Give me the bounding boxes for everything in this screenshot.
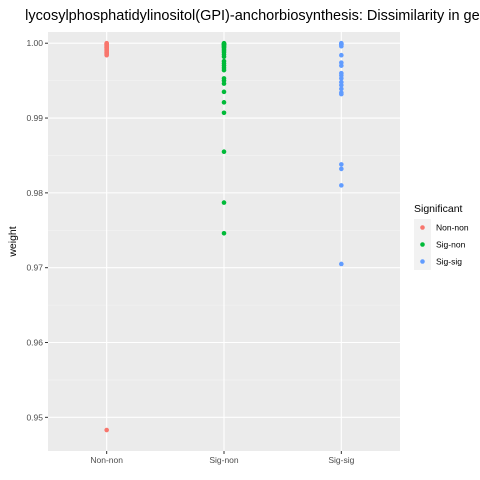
x-axis: Non-non Sig-non Sig-sig <box>90 451 355 465</box>
data-point <box>104 52 109 58</box>
data-point <box>221 89 227 95</box>
data-point <box>221 149 227 155</box>
data-point <box>339 82 344 88</box>
data-point <box>339 166 344 172</box>
data-point <box>339 91 344 97</box>
data-point <box>339 162 344 167</box>
data-point <box>339 52 344 58</box>
data-point <box>221 81 227 86</box>
data-point <box>339 76 344 81</box>
legend-marker <box>420 242 425 247</box>
y-axis: 0.95 0.96 0.97 0.98 0.99 1.00 <box>26 38 48 422</box>
x-tick-label: Sig-sig <box>328 455 354 465</box>
chart-title: lycosylphosphatidylinositol(GPI)-anchorb… <box>25 8 480 24</box>
data-point <box>339 261 344 267</box>
y-tick-label: 0.97 <box>26 263 43 273</box>
data-point <box>221 230 227 236</box>
y-tick-label: 0.96 <box>26 338 43 348</box>
legend: Significant Non-non Sig-non Sig-sig <box>414 203 469 270</box>
legend-marker <box>420 225 425 230</box>
legend-marker <box>420 259 425 264</box>
legend-label: Sig-sig <box>436 257 462 267</box>
data-point <box>221 200 227 205</box>
y-tick-label: 0.98 <box>26 188 43 198</box>
data-point <box>221 110 227 116</box>
data-point <box>221 100 227 105</box>
legend-title: Significant <box>414 203 463 215</box>
y-tick-label: 0.95 <box>26 412 43 422</box>
x-tick-label: Non-non <box>90 455 123 465</box>
y-tick-label: 1.00 <box>26 38 43 48</box>
data-point <box>339 183 344 188</box>
data-points <box>104 40 344 433</box>
y-axis-title: weight <box>7 226 19 257</box>
legend-label: Sig-non <box>436 240 466 250</box>
data-point <box>221 67 227 73</box>
data-point <box>221 54 227 59</box>
data-point <box>104 427 109 433</box>
data-point <box>339 86 344 92</box>
y-tick-label: 0.99 <box>26 113 43 123</box>
legend-label: Non-non <box>436 223 469 233</box>
data-point <box>339 63 344 68</box>
data-point <box>339 43 344 49</box>
x-tick-label: Sig-non <box>209 455 239 465</box>
